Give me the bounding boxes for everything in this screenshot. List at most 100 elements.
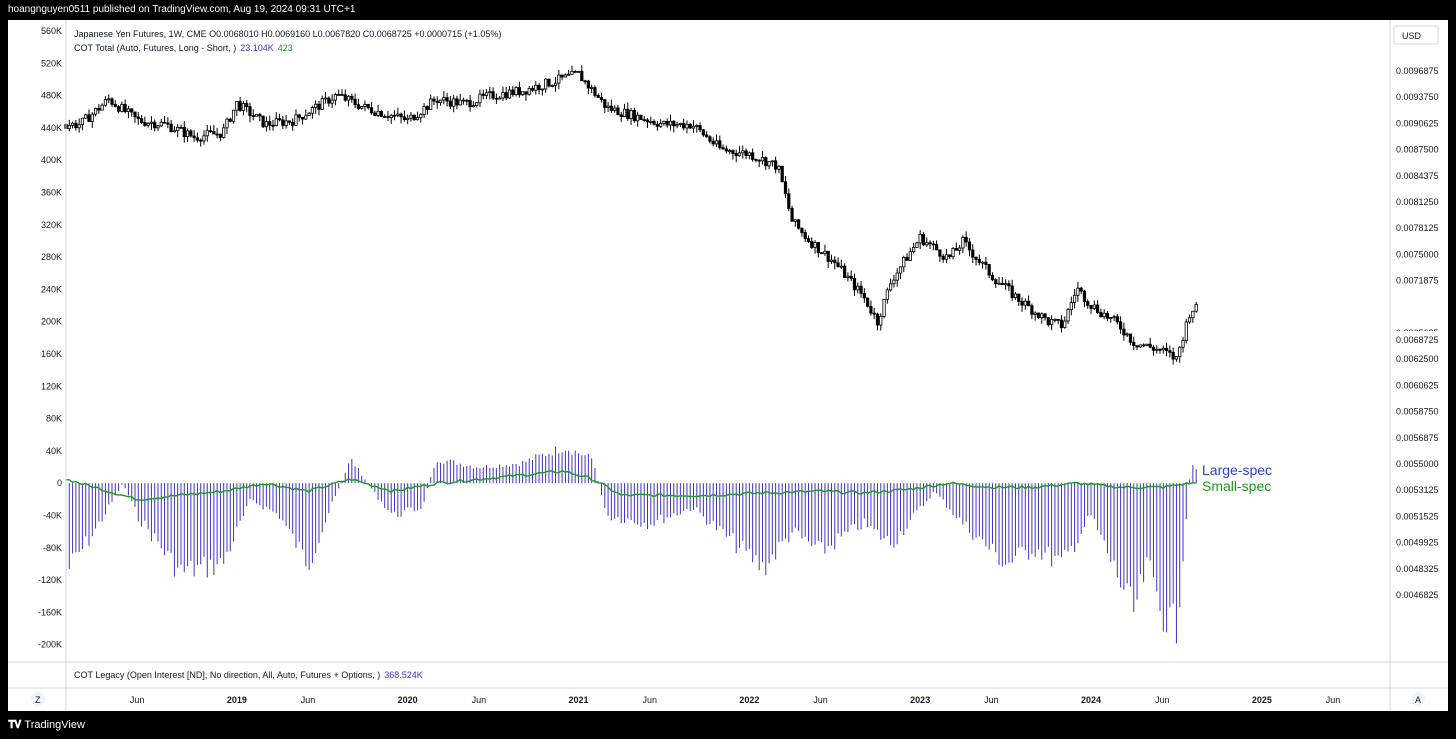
candle-body xyxy=(323,97,328,100)
candle-body xyxy=(675,124,679,127)
candle-body xyxy=(379,110,383,117)
candle-body xyxy=(774,160,778,170)
candle-body xyxy=(70,122,75,126)
candle-body xyxy=(1066,309,1070,322)
x-tick: Jun xyxy=(813,695,828,705)
candle-body xyxy=(935,243,939,251)
candle-body xyxy=(225,118,229,129)
y-left-tick: -160K xyxy=(38,607,62,617)
y-right-tick: 0.0062500 xyxy=(1396,354,1439,364)
candle-body xyxy=(343,94,347,101)
x-tick: Jun xyxy=(984,695,999,705)
candle-body xyxy=(724,148,728,152)
candle-body xyxy=(691,125,696,129)
candle-body xyxy=(182,127,186,138)
candle-body xyxy=(747,152,751,156)
candle-body xyxy=(754,158,758,161)
y-right-tick: 0.0087500 xyxy=(1396,145,1439,155)
candle-body xyxy=(544,78,548,90)
candle-body xyxy=(1112,316,1116,319)
candle-body xyxy=(764,157,768,167)
candle-body xyxy=(363,103,367,107)
candle-body xyxy=(97,107,101,111)
candle-body xyxy=(185,130,190,138)
candle-body xyxy=(1151,346,1156,351)
x-tick: 2024 xyxy=(1081,695,1101,705)
y-left-tick: 40K xyxy=(46,446,62,456)
oi-label: COT Legacy (Open Interest [ND], No direc… xyxy=(74,670,380,680)
candle-body xyxy=(849,275,853,279)
candle-body xyxy=(971,249,975,258)
x-tick: 2025 xyxy=(1252,695,1272,705)
candle-body xyxy=(146,122,150,126)
tradingview-brand[interactable]: 𝐓𝐕 TradingView xyxy=(8,718,85,732)
indicator-value-small: 423 xyxy=(278,43,293,53)
price-legend: Japanese Yen Futures, 1W, CME O0.0068010… xyxy=(74,29,501,39)
candle-body xyxy=(205,130,209,137)
candle-body xyxy=(461,99,466,102)
candle-body xyxy=(961,236,965,249)
candle-body xyxy=(820,252,824,255)
candle-body xyxy=(951,248,955,258)
candle-body xyxy=(1036,312,1041,319)
candle-body xyxy=(1096,304,1100,313)
candle-body xyxy=(199,139,203,142)
candle-body xyxy=(606,105,610,108)
candle-body xyxy=(921,233,926,246)
x-tick: 2020 xyxy=(398,695,418,705)
candle-body xyxy=(1030,305,1034,315)
candle-body xyxy=(373,112,377,116)
candle-body xyxy=(994,279,998,284)
candle-body xyxy=(1043,313,1047,318)
candle-body xyxy=(728,150,732,152)
candle-body xyxy=(1109,317,1113,319)
candle-body xyxy=(116,106,121,112)
candle-body xyxy=(291,121,295,126)
candle-body xyxy=(626,108,630,120)
candle-body xyxy=(685,123,689,129)
currency-button[interactable]: USD xyxy=(1402,31,1422,41)
chart-area[interactable]: 560K 520K 480K 440K 400K 360K 320K 280K 240K 200K… xyxy=(8,20,1448,711)
x-tick: Jun xyxy=(301,695,316,705)
candle-body xyxy=(1132,341,1136,347)
candle-body xyxy=(990,274,995,281)
candle-body xyxy=(1187,317,1192,323)
candle-body xyxy=(1099,312,1103,318)
candle-body xyxy=(642,119,646,122)
x-tick: Jun xyxy=(1155,695,1170,705)
oi-legend: COT Legacy (Open Interest [ND], No direc… xyxy=(74,670,423,680)
corner-right-label[interactable]: A xyxy=(1415,695,1421,705)
candle-body xyxy=(524,91,528,95)
currency-button-box[interactable] xyxy=(1393,25,1439,45)
chart-svg[interactable]: 560K 520K 480K 440K 400K 360K 320K 280K 240K 200K… xyxy=(8,20,1448,711)
candle-body xyxy=(655,123,659,127)
candle-body xyxy=(931,243,935,246)
candle-body xyxy=(93,107,98,115)
candle-body xyxy=(139,118,144,123)
candle-body xyxy=(504,92,508,99)
candle-body xyxy=(67,125,71,129)
candle-body xyxy=(1178,346,1182,357)
y-left-tick: 520K xyxy=(41,58,62,68)
candle-body xyxy=(425,106,429,110)
candle-body xyxy=(166,122,170,125)
y-left-tick: 280K xyxy=(41,252,62,262)
candle-body xyxy=(570,70,574,75)
candle-body xyxy=(1079,287,1083,292)
candle-body xyxy=(984,261,988,265)
candle-body xyxy=(287,120,292,123)
candle-body xyxy=(327,97,331,104)
candle-body xyxy=(619,114,623,118)
x-tick: Jun xyxy=(1326,695,1341,705)
candle-body xyxy=(294,114,298,126)
zoom-corner-button[interactable] xyxy=(31,692,45,706)
candle-body xyxy=(757,159,761,162)
candle-body xyxy=(964,236,968,243)
corner-left-label[interactable]: Z xyxy=(35,695,41,705)
auto-scale-button[interactable] xyxy=(1411,692,1425,706)
candle-body xyxy=(941,255,945,260)
candle-body xyxy=(494,97,498,100)
candle-body xyxy=(84,114,88,119)
candle-body xyxy=(468,99,472,108)
candle-body xyxy=(645,119,650,123)
